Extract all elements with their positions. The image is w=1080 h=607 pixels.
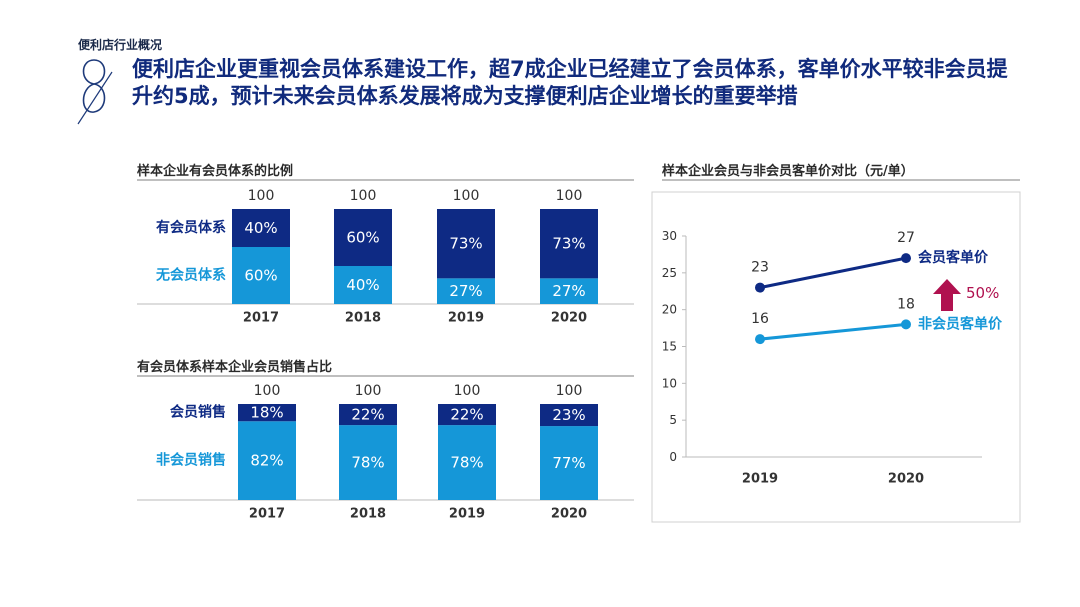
chart3-y-tick-10: 10 [662,376,677,390]
chart3-y-tick-25: 25 [662,266,677,280]
chart2-data-label-会员销售-2020: 23% [552,406,585,424]
chart1-bar-有会员体系-2019 [437,209,495,279]
chart2-x-tick-2019: 2019 [449,507,485,522]
chart2-data-label-会员销售-2017: 18% [250,404,283,422]
chart2-series-label-会员销售: 会员销售 [170,404,226,421]
chart2-data-label-非会员销售-2020: 77% [552,454,585,472]
section-label: 便利店行业概况 [78,38,163,52]
chart1-bar-无会员体系-2019 [437,278,495,304]
chart3-y-tick-30: 30 [662,229,677,243]
chart1-data-label-有会员体系-2019: 73% [449,235,482,253]
chart1-data-label-无会员体系-2020: 27% [552,282,585,300]
chart1-data-label-无会员体系-2017: 60% [244,267,277,285]
chart2-bar-非会员销售-2019 [438,425,496,500]
chart3-y-tick-0: 0 [669,450,677,464]
chart3-point-非会员客单价-2019 [755,334,765,345]
chart3-data-label-会员客单价-2020: 27 [897,230,915,246]
chart2-bar-会员销售-2018 [339,404,397,426]
chart1-bar-有会员体系-2017 [232,209,290,247]
chart2-bar-会员销售-2020 [540,404,598,427]
chart1-bar-有会员体系-2020 [540,209,598,279]
chart3-point-会员客单价-2020 [901,253,911,264]
chart2-x-tick-2018: 2018 [350,507,386,522]
chart2-bar-非会员销售-2020 [540,426,598,500]
chart1-x-tick-2018: 2018 [345,311,381,326]
chart3-y-tick-20: 20 [662,303,677,317]
chart1-total-label-2018: 100 [350,188,377,204]
chart2-data-label-会员销售-2019: 22% [450,406,483,424]
chart2-bar-非会员销售-2017 [238,421,296,500]
chart1-title: 样本企业有会员体系的比例 [137,164,294,179]
chart1-data-label-有会员体系-2020: 73% [552,235,585,253]
chart1-data-label-无会员体系-2019: 27% [449,282,482,300]
chart3-data-label-非会员客单价-2020: 18 [897,296,915,312]
chart2-bar-会员销售-2017 [238,404,296,422]
chart1-data-label-有会员体系-2017: 40% [244,219,277,237]
chart1-bar-有会员体系-2018 [334,209,392,266]
page-number-8-logo [77,59,113,125]
chart3-series-label-会员客单价: 会员客单价 [918,249,989,266]
chart2-x-tick-2020: 2020 [551,507,587,522]
chart1-total-label-2019: 100 [453,188,480,204]
chart2-title: 有会员体系样本企业会员销售占比 [137,360,333,375]
chart2-x-tick-2017: 2017 [249,507,285,522]
chart2-data-label-会员销售-2018: 22% [351,406,384,424]
chart3-y-tick-15: 15 [662,340,677,354]
chart2-bar-非会员销售-2018 [339,425,397,500]
chart1-bar-无会员体系-2020 [540,278,598,304]
chart2-data-label-非会员销售-2019: 78% [450,454,483,472]
chart2-total-label-2020: 100 [556,383,583,399]
chart1-series-label-有会员体系: 有会员体系 [156,219,226,236]
chart2-bar-会员销售-2019 [438,404,496,426]
chart1-x-tick-2017: 2017 [243,311,279,326]
chart3-increase-arrow-icon [933,279,961,311]
chart2-total-label-2019: 100 [454,383,481,399]
chart3-point-会员客单价-2019 [755,282,765,293]
chart1-data-label-有会员体系-2018: 60% [346,229,379,247]
chart2-data-label-非会员销售-2018: 78% [351,454,384,472]
headline: 便利店企业更重视会员体系建设工作，超7成企业已经建立了会员体系，客单价水平较非会… [132,57,1008,108]
chart3-title: 样本企业会员与非会员客单价对比（元/单） [662,164,914,179]
chart3-x-tick-2020: 2020 [888,472,924,487]
chart1-bar-无会员体系-2017 [232,247,290,304]
chart1-series-label-无会员体系: 无会员体系 [155,267,226,284]
chart3-data-label-非会员客单价-2019: 16 [751,311,769,327]
chart1-total-label-2017: 100 [248,188,275,204]
chart2-series-label-非会员销售: 非会员销售 [156,452,226,469]
chart1-data-label-无会员体系-2018: 40% [346,276,379,294]
chart3-y-tick-5: 5 [669,413,677,427]
chart1-total-label-2020: 100 [556,188,583,204]
chart3-series-label-非会员客单价: 非会员客单价 [918,315,1003,332]
chart3-point-非会员客单价-2020 [901,319,911,330]
chart2-data-label-非会员销售-2017: 82% [250,452,283,470]
chart1-bar-无会员体系-2018 [334,266,392,304]
chart3-line-会员客单价 [759,256,907,290]
chart1-x-tick-2020: 2020 [551,311,587,326]
chart3-line-非会员客单价 [759,322,907,341]
chart2-total-label-2017: 100 [254,383,281,399]
chart2-total-label-2018: 100 [355,383,382,399]
chart3-data-label-会员客单价-2019: 23 [751,260,769,276]
chart3-annotation: 50% [966,284,999,302]
chart1-x-tick-2019: 2019 [448,311,484,326]
chart3-x-tick-2019: 2019 [742,472,778,487]
chart3-frame [651,191,1021,523]
